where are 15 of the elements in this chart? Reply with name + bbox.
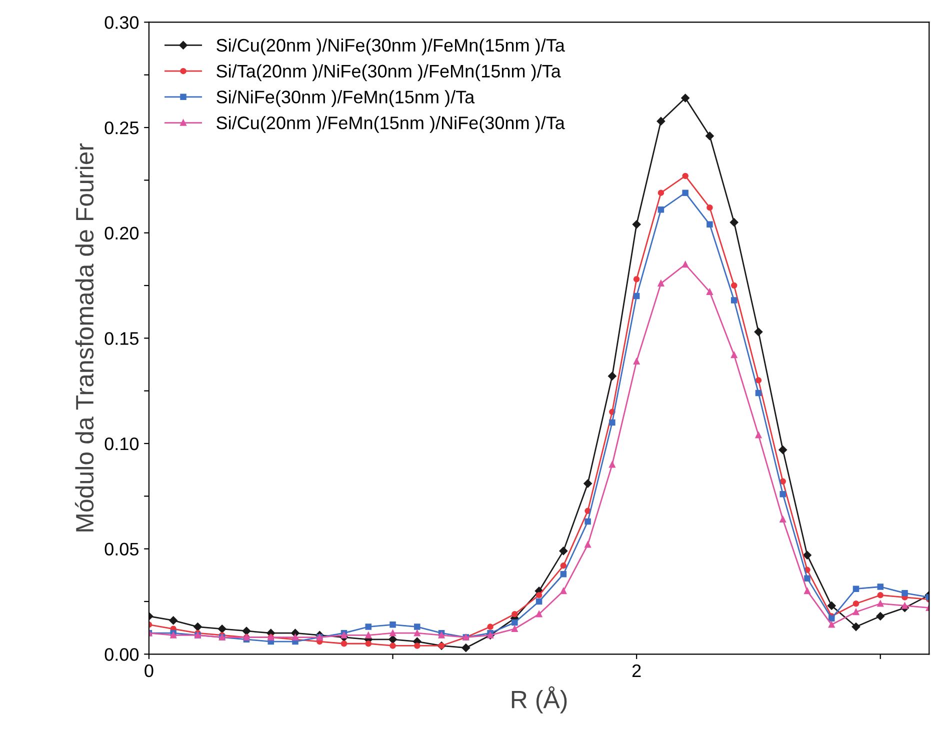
legend-label: Si/Ta(20nm )/NiFe(30nm )/FeMn(15nm )/Ta [216, 64, 561, 82]
x-tick-label: 0 [144, 664, 154, 678]
y-tick-label: 0.15 [104, 332, 138, 345]
legend-label: Si/Cu(20nm )/FeMn(15nm )/NiFe(30nm )/Ta [216, 116, 565, 133]
y-tick-label: 0.30 [104, 16, 139, 29]
y-tick-label: 0.20 [104, 226, 139, 240]
x-tick-label: 2 [632, 664, 641, 677]
legend-label: Si/NiFe(30nm )/FeMn(15nm )/Ta [216, 90, 475, 107]
y-tick-label: 0.10 [104, 437, 139, 450]
y-tick-label: 0.25 [104, 121, 138, 134]
x-axis-title: R (Å) [512, 686, 567, 714]
y-axis-title: Módulo da Transfomada de Fourier [74, 143, 94, 532]
y-tick-label: 0.00 [104, 648, 139, 661]
legend-label: Si/Cu(20nm )/NiFe(30nm )/FeMn(15nm )/Ta [216, 38, 565, 56]
y-tick-label: 0.05 [104, 542, 138, 556]
